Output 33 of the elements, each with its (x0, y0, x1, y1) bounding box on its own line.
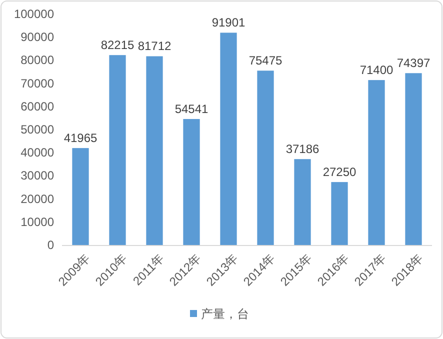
legend: 产量，台 (190, 307, 249, 321)
bar (368, 80, 385, 245)
bar (220, 32, 237, 245)
data-label: 74397 (396, 56, 431, 70)
data-label: 81712 (138, 39, 172, 54)
bar (294, 159, 311, 245)
y-tick-label: 20000 (20, 192, 54, 206)
y-tick-label: 80000 (20, 53, 54, 68)
bar (257, 70, 274, 245)
y-tick-label: 90000 (20, 30, 54, 44)
y-tick-label: 50000 (20, 122, 54, 136)
data-label: 91901 (212, 16, 246, 30)
y-tick-label: 40000 (20, 146, 54, 160)
bar (109, 55, 126, 245)
data-label: 75475 (248, 54, 283, 68)
data-label: 54541 (174, 102, 209, 116)
data-label: 82215 (100, 38, 135, 52)
bar (72, 148, 89, 245)
bar (146, 56, 163, 245)
bar (331, 182, 348, 245)
y-tick-label: 30000 (20, 168, 54, 183)
y-tick-label: 100000 (14, 7, 54, 21)
data-label: 71400 (360, 63, 394, 78)
legend-label: 产量，台 (201, 307, 249, 321)
data-label: 41965 (64, 131, 98, 146)
bar (405, 73, 422, 245)
data-label: 27250 (322, 165, 357, 180)
bar (183, 119, 200, 245)
data-label: 37186 (286, 142, 320, 156)
y-tick-label: 0 (47, 238, 54, 252)
y-tick-label: 60000 (20, 99, 54, 114)
y-tick-label: 70000 (20, 76, 54, 90)
y-tick-label: 10000 (20, 214, 54, 229)
